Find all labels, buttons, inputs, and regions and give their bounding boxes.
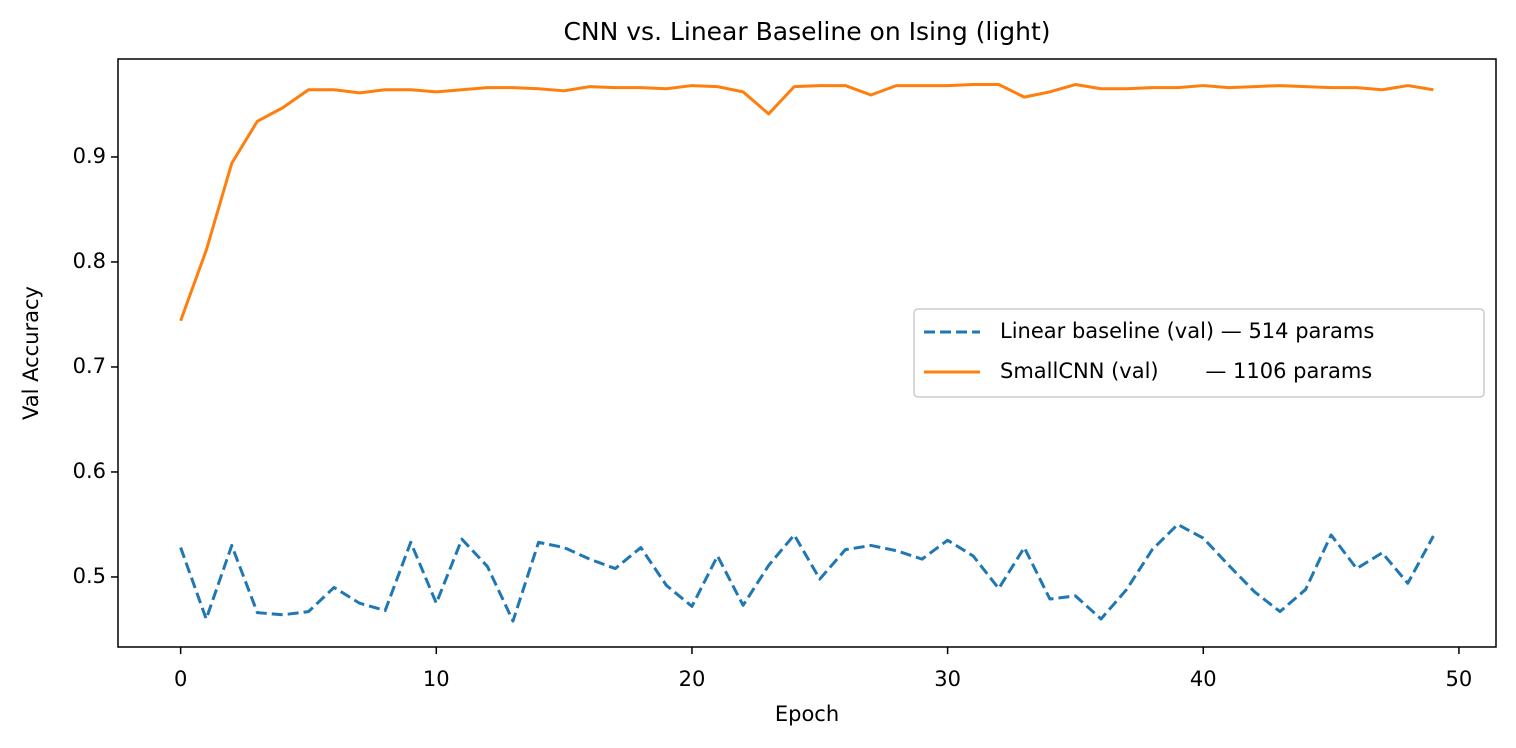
series-line (179, 522, 1435, 623)
legend-box (913, 308, 1485, 398)
x-axis-label: Epoch (775, 702, 839, 726)
series-line (179, 83, 1434, 322)
x-tick-label: 10 (423, 667, 450, 691)
legend: Linear baseline (val) — 514 params SmallC… (913, 308, 1485, 398)
plot-frame (117, 58, 1497, 648)
y-tick-label: 0.9 (73, 144, 106, 168)
x-tick-label: 50 (1446, 667, 1473, 691)
legend-label: Linear baseline (val) — 514 params (1000, 319, 1374, 343)
x-tick-label: 40 (1190, 667, 1217, 691)
chart-title: CNN vs. Linear Baseline on Ising (light) (563, 17, 1050, 46)
y-tick-label: 0.7 (73, 354, 106, 378)
y-tick-label: 0.8 (73, 249, 106, 273)
y-tick-label: 0.6 (73, 459, 106, 483)
x-tick-label: 20 (679, 667, 706, 691)
legend-label: SmallCNN (val) — 1106 params (1000, 359, 1372, 383)
x-tick-label: 0 (174, 667, 187, 691)
y-axis-label: Val Accuracy (19, 286, 43, 420)
x-tick-label: 30 (934, 667, 961, 691)
y-tick-label: 0.5 (73, 564, 106, 588)
